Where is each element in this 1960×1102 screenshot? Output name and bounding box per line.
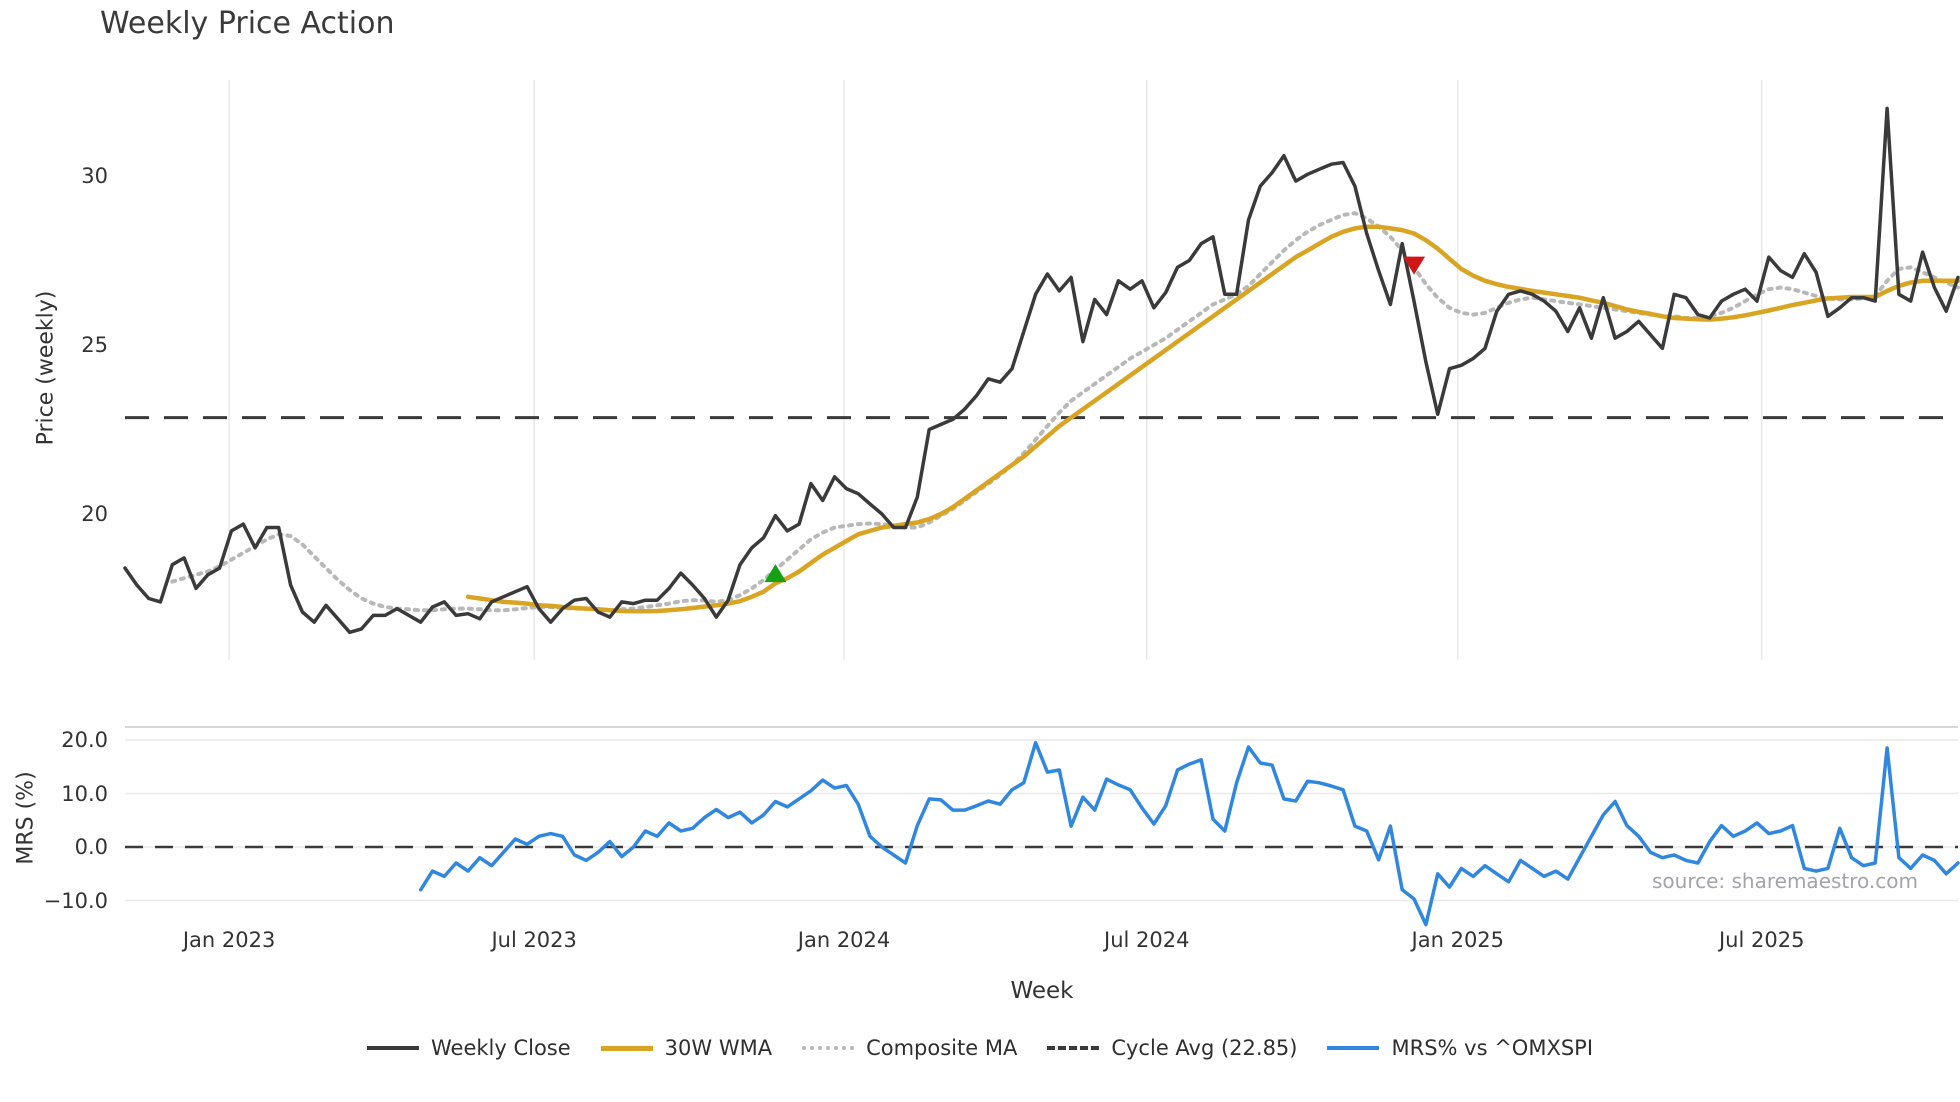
legend-swatch-solid-blue xyxy=(1327,1046,1380,1050)
legend-item-cycle-avg-22-85-: Cycle Avg (22.85) xyxy=(1047,1036,1297,1060)
buy-signal-marker xyxy=(764,564,787,583)
legend-item-30w-wma: 30W WMA xyxy=(600,1036,773,1060)
mrs-tick-label: 20.0 xyxy=(61,728,108,752)
legend-label: Weekly Close xyxy=(430,1036,571,1060)
legend-label: Composite MA xyxy=(866,1036,1018,1060)
x-tick-label: Jul 2024 xyxy=(1104,928,1190,952)
x-tick-label: Jul 2025 xyxy=(1718,928,1805,952)
legend-label: MRS% vs ^OMXSPI xyxy=(1391,1036,1594,1060)
series-mrs-vs-omxspi xyxy=(418,740,1960,927)
legend-label: 30W WMA xyxy=(664,1036,773,1060)
mrs-tick-label: 10.0 xyxy=(61,781,108,806)
x-tick-label: Jul 2023 xyxy=(491,928,577,952)
source-watermark: source: sharemaestro.com xyxy=(1652,869,1918,893)
legend-item-composite-ma: Composite MA xyxy=(802,1036,1017,1060)
legend-label: Cycle Avg (22.85) xyxy=(1111,1036,1298,1060)
chart-title: Weekly Price Action xyxy=(100,6,395,41)
x-tick-label: Jan 2025 xyxy=(1411,928,1505,952)
legend-swatch-dashed xyxy=(1047,1046,1100,1050)
legend-swatch-dotted xyxy=(802,1046,855,1050)
x-tick-label: Jan 2023 xyxy=(182,928,276,952)
x-tick-label: Jan 2024 xyxy=(797,928,891,952)
series-weekly-close xyxy=(123,106,1960,635)
legend: Weekly Close 30W WMA Composite MA Cycle Avg… xyxy=(0,1036,1960,1060)
price-tick-label: 20 xyxy=(81,502,108,526)
legend-swatch-solid-gold xyxy=(600,1045,653,1051)
price-tick-label: 25 xyxy=(81,333,108,357)
sell-signal-marker xyxy=(1403,256,1426,275)
mrs-tick-label: 0.0 xyxy=(74,835,108,859)
series-composite-ma xyxy=(170,211,1960,613)
legend-item-weekly-close: Weekly Close xyxy=(366,1036,571,1060)
price-tick-label: 30 xyxy=(81,164,108,188)
legend-swatch-solid-dark xyxy=(366,1046,419,1050)
x-axis-title: Week xyxy=(1010,978,1074,1004)
mrs-tick-label: −10.0 xyxy=(43,888,108,913)
legend-item-mrs-vs-omxspi: MRS% vs ^OMXSPI xyxy=(1327,1036,1593,1060)
